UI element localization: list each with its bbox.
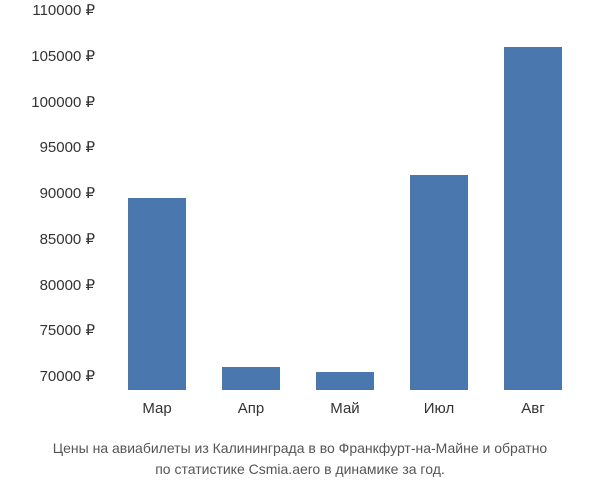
bar bbox=[222, 367, 280, 390]
x-tick-label: Июл bbox=[424, 400, 454, 417]
y-tick-label: 85000 ₽ bbox=[40, 230, 95, 248]
x-tick-label: Май bbox=[330, 400, 359, 417]
bars-container bbox=[110, 10, 580, 390]
bar bbox=[504, 47, 562, 390]
x-axis: Мар Апр Май Июл Авг bbox=[110, 395, 580, 425]
y-tick-label: 70000 ₽ bbox=[40, 367, 95, 385]
chart-caption: Цены на авиабилеты из Калининграда в во … bbox=[0, 438, 600, 480]
x-tick-label: Мар bbox=[142, 400, 171, 417]
y-tick-label: 80000 ₽ bbox=[40, 276, 95, 294]
x-tick-label: Апр bbox=[238, 400, 264, 417]
bar bbox=[316, 372, 374, 390]
bar bbox=[410, 175, 468, 390]
chart-plot-area bbox=[110, 10, 580, 390]
caption-line-2: по статистике Csmia.aero в динамике за г… bbox=[0, 459, 600, 480]
y-tick-label: 110000 ₽ bbox=[32, 1, 95, 19]
bar bbox=[128, 198, 186, 390]
y-tick-label: 105000 ₽ bbox=[31, 47, 95, 65]
y-tick-label: 90000 ₽ bbox=[40, 184, 95, 202]
y-tick-label: 75000 ₽ bbox=[40, 321, 95, 339]
y-axis: 70000 ₽ 75000 ₽ 80000 ₽ 85000 ₽ 90000 ₽ 95000… bbox=[0, 10, 105, 390]
y-tick-label: 95000 ₽ bbox=[40, 138, 95, 156]
y-tick-label: 100000 ₽ bbox=[31, 93, 95, 111]
caption-line-1: Цены на авиабилеты из Калининграда в во … bbox=[0, 438, 600, 459]
x-tick-label: Авг bbox=[521, 400, 544, 417]
